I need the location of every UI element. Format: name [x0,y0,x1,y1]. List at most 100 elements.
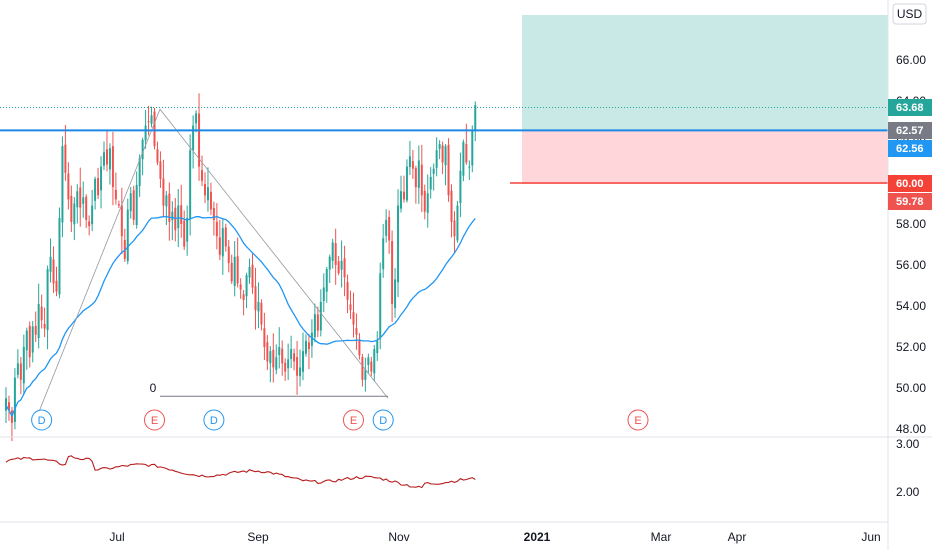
target-zone[interactable] [522,15,888,130]
candle-body [411,161,414,169]
earnings-marker[interactable]: E [144,409,165,431]
candle-body [468,166,471,168]
candle [278,327,281,369]
dividend-marker[interactable]: D [31,409,53,431]
candle-body [43,323,46,329]
candle-body [58,217,61,295]
dividend-marker[interactable]: D [203,409,225,431]
candle-body [186,217,189,242]
candle-body [471,129,474,166]
candle-body [141,139,144,160]
indicator-axis[interactable]: 3.00 2.00 [896,437,920,499]
candle-body [55,280,58,292]
candle-body [88,221,91,227]
candle-body [218,237,221,255]
candle [13,368,16,430]
candle [438,140,441,160]
candle [367,353,370,374]
candle [290,335,293,369]
candle-body [67,173,70,200]
candle-body [397,205,400,283]
candle-body [385,219,388,236]
candle-body [402,191,405,200]
candle [165,191,168,225]
moving-average-line [5,215,476,418]
candle [382,223,385,278]
earnings-marker[interactable]: E [342,409,364,431]
candle-body [319,301,322,331]
candle [88,215,91,236]
candle-body [260,302,263,325]
candle [302,332,304,381]
candle [64,124,67,181]
candle [435,137,438,177]
candle [456,201,459,243]
candle [328,254,331,284]
time-tick-label: Apr [728,530,747,544]
candle [108,143,111,185]
candle-body [337,261,340,274]
candle-body [420,164,423,196]
candle [227,240,230,273]
candle [218,220,221,261]
candle [40,294,43,329]
candle [103,141,106,171]
candle [94,176,97,210]
candle [22,334,25,395]
price-tag: 63.68 [888,99,932,116]
stop-zone[interactable] [522,130,888,184]
candle-body [212,208,215,220]
candle-body [129,193,132,212]
candle [400,175,403,213]
candle-body [391,241,394,304]
candle [441,141,444,175]
candle-body [120,205,123,237]
candle-body [263,328,266,347]
candle-body [239,284,242,290]
candle-body [165,195,168,207]
candle-body [28,325,31,358]
time-axis[interactable]: Jul Sep Nov 2021 Mar Apr Jun [109,530,880,544]
event-circle [144,409,165,431]
candle-body [364,369,367,380]
candle [337,256,340,276]
candle [325,267,328,303]
candle [52,246,55,293]
candle-body [22,347,25,384]
candle [349,290,352,319]
candle [364,357,367,392]
dividend-marker[interactable]: D [372,409,394,431]
candle-body [132,190,135,220]
candle [141,137,144,176]
candle-body [269,351,272,364]
candle [411,149,414,179]
candle-body [117,204,120,206]
currency-button[interactable]: USD [892,3,927,25]
candle-body [209,191,212,210]
candle-body [76,191,79,208]
candle-body [215,221,218,237]
candle [31,320,34,363]
candle-body [64,144,67,173]
candle [126,198,129,265]
candle [248,258,251,284]
event-circle [372,409,394,431]
candle-body [73,203,76,225]
candle-body [281,348,284,364]
candle-body [257,301,260,312]
candle-body [266,342,269,362]
candle [67,162,70,210]
indicator-tick-label: 2.00 [896,485,920,499]
candle [186,205,189,256]
candle [281,340,284,376]
price-tick-label: 66.00 [896,53,926,67]
time-tick-label: Sep [247,530,269,544]
price-tag-label: 60.00 [896,178,924,190]
candle-body [150,115,153,124]
earnings-marker[interactable]: E [627,409,649,431]
candle-body [272,349,275,368]
event-circle [31,409,53,431]
candle-body [462,142,465,176]
candle-body [168,193,171,222]
